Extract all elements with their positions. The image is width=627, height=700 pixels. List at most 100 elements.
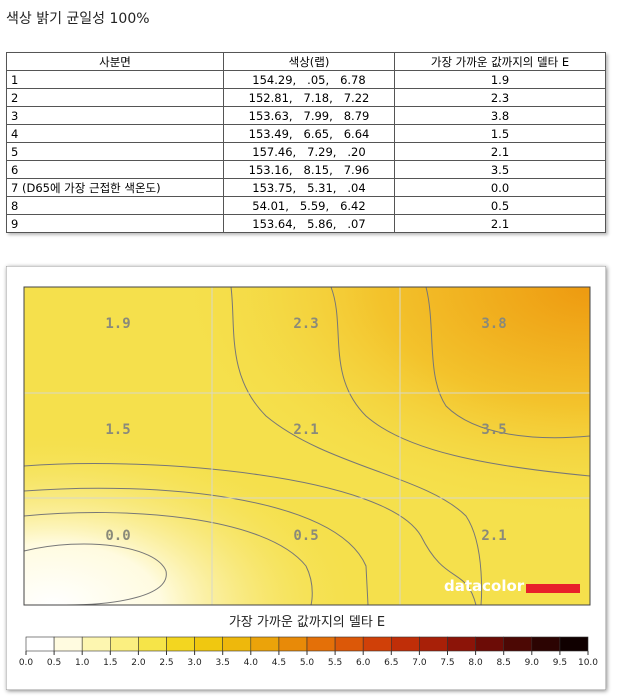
table-cell: 3.5 — [394, 160, 606, 179]
tick-label: 2.5 — [159, 658, 173, 668]
tick-label: 4.5 — [272, 658, 286, 668]
colorbar-cell — [25, 636, 55, 652]
colorbar-cell — [475, 636, 505, 652]
cell-label: 3.8 — [481, 316, 506, 332]
table-cell: 4 — [6, 124, 224, 143]
tick-label: 6.5 — [384, 658, 398, 668]
table-row: 8 54.01, 5.59, 6.42 0.5 — [6, 196, 606, 215]
cell-label: 1.9 — [105, 316, 130, 332]
table: 사분면 색상(랩) 가장 가까운 값까지의 델타 E 1 154.29, .05, 6… — [6, 52, 606, 233]
table-cell: 153.49, 6.65, 6.64 — [223, 124, 395, 143]
table-row: 3 153.63, 7.99, 8.79 3.8 — [6, 106, 606, 125]
tick-label: 1.5 — [103, 658, 117, 668]
colorbar-cell — [531, 636, 561, 652]
table-cell: 2 — [6, 88, 224, 107]
table-row: 9 153.64, 5.86, .07 2.1 — [6, 214, 606, 233]
tick-label: 4.0 — [244, 658, 259, 668]
heatmap-panel: 1.9 2.3 3.8 1.5 2.1 3.5 0.0 0.5 2.1 datacolor 가장… — [6, 266, 606, 690]
logo: datacolor — [444, 577, 525, 595]
table-cell: 0.5 — [394, 196, 606, 215]
table-cell: 9 — [6, 214, 224, 233]
table-cell: 2.3 — [394, 88, 606, 107]
colorbar-cell — [250, 636, 280, 652]
table-cell: 2.1 — [394, 142, 606, 161]
tick-label: 8.0 — [468, 658, 483, 668]
table-row: 2 152.81, 7.18, 7.22 2.3 — [6, 88, 606, 107]
tick-label: 3.5 — [216, 658, 230, 668]
table-cell: 153.64, 5.86, .07 — [223, 214, 395, 233]
colorbar-cell — [222, 636, 252, 652]
header-row: 사분면 색상(랩) 가장 가까운 값까지의 델타 E — [6, 52, 606, 71]
cell-label: 2.1 — [481, 528, 506, 544]
colorbar-cell — [503, 636, 533, 652]
colorbar-cell — [447, 636, 476, 652]
title: 색상 밝기 균일성 100% — [6, 11, 150, 27]
tick-label: 5.5 — [328, 658, 342, 668]
header-cell: 사분면 — [6, 52, 224, 71]
colorbar-cell — [194, 636, 224, 652]
tick-label: 1.0 — [75, 658, 90, 668]
tick-label: 0.5 — [47, 658, 61, 668]
colorbar-cell — [166, 636, 195, 652]
colorbar-cell — [362, 636, 392, 652]
table-cell: 2.1 — [394, 214, 606, 233]
contour — [23, 463, 477, 606]
header-cell: 가장 가까운 값까지의 델타 E — [394, 52, 606, 71]
table-row: 4 153.49, 6.65, 6.64 1.5 — [6, 124, 606, 143]
cell-label: 0.5 — [293, 528, 318, 544]
plot-border — [23, 286, 591, 606]
colorbar — [25, 636, 589, 652]
heatmap-cold — [24, 287, 590, 605]
table-cell: 157.46, 7.29, .20 — [223, 142, 395, 161]
contour — [23, 512, 313, 606]
table-cell: 8 — [6, 196, 224, 215]
table-cell: 0.0 — [394, 178, 606, 197]
colorbar-ticks: 0.0 0.5 1.0 1.5 2.0 2.5 3.0 3.5 4.0 4.5 5.0 5.5 6.0 6… — [19, 651, 598, 668]
colorbar-cell — [81, 636, 111, 652]
table-cell: 3.8 — [394, 106, 606, 125]
table-cell: 152.81, 7.18, 7.22 — [223, 88, 395, 107]
tick-label: 5.0 — [300, 658, 315, 668]
contours — [23, 286, 591, 606]
cell-label: 1.5 — [105, 422, 130, 438]
tick-label: 6.0 — [356, 658, 371, 668]
colorbar-cell — [138, 636, 167, 652]
grid — [24, 287, 590, 605]
colorbar-cell — [559, 636, 589, 652]
tick-label: 10.0 — [578, 658, 598, 668]
table-body: 1 154.29, .05, 6.78 1.9 2 152.81, 7.18, 7.22… — [6, 70, 606, 233]
colorbar-cell — [334, 636, 364, 652]
table-cell: 6 — [6, 160, 224, 179]
cell-label: 2.3 — [293, 316, 318, 332]
table-cell: 153.63, 7.99, 8.79 — [223, 106, 395, 125]
colorbar-cell — [306, 636, 336, 652]
table-cell: 153.16, 8.15, 7.96 — [223, 160, 395, 179]
colorbar-cell — [278, 636, 308, 652]
table-cell: 154.29, .05, 6.78 — [223, 70, 395, 89]
table-cell: 7 (D65에 가장 근접한 색온도) — [6, 178, 224, 197]
table-row: 1 154.29, .05, 6.78 1.9 — [6, 70, 606, 89]
table-row: 7 (D65에 가장 근접한 색온도) 153.75, 5.31, .04 0.0 — [6, 178, 606, 197]
tick-label: 3.0 — [187, 658, 202, 668]
contour — [330, 286, 591, 477]
colorbar-cell — [53, 636, 83, 652]
tick-label: 8.5 — [497, 658, 511, 668]
table-row: 5 157.46, 7.29, .20 2.1 — [6, 142, 606, 161]
table-cell: 153.75, 5.31, .04 — [223, 178, 395, 197]
tick-label: 9.0 — [525, 658, 540, 668]
contour — [230, 286, 483, 606]
table-cell: 3 — [6, 106, 224, 125]
tick-label: 7.0 — [412, 658, 427, 668]
table-cell: 54.01, 5.59, 6.42 — [223, 196, 395, 215]
table-row: 6 153.16, 8.15, 7.96 3.5 — [6, 160, 606, 179]
cell-label: 2.1 — [293, 422, 318, 438]
header-cell: 색상(랩) — [223, 52, 395, 71]
tick-label: 7.5 — [440, 658, 454, 668]
tick-label: 0.0 — [19, 658, 34, 668]
table-cell: 1.5 — [394, 124, 606, 143]
cell-labels: 1.9 2.3 3.8 1.5 2.1 3.5 0.0 0.5 2.1 — [105, 316, 506, 544]
table-cell: 1 — [6, 70, 224, 89]
tick-label: 9.5 — [553, 658, 567, 668]
table-cell: 1.9 — [394, 70, 606, 89]
cell-label: 0.0 — [105, 528, 130, 544]
